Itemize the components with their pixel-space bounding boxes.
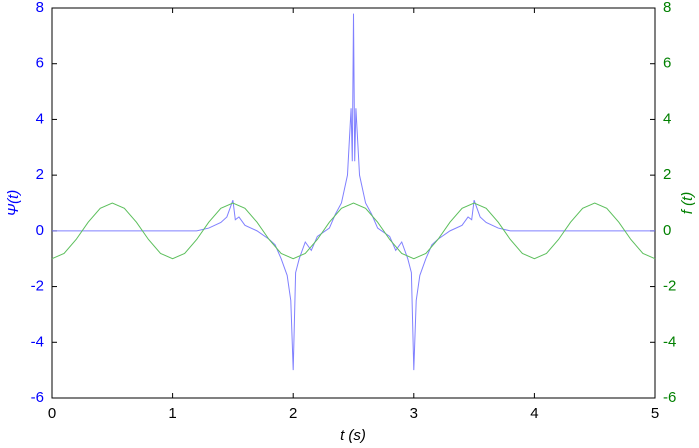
y-tick-label: 4 [36,110,44,127]
x-tick-label: 4 [530,405,538,422]
y-tick-label: -2 [31,278,44,295]
y2-axis-label: f (t) [679,192,696,215]
y-tick-label: -4 [31,333,44,350]
y-tick-label: 8 [36,0,44,16]
data-line [52,13,655,371]
y-tick-label: 2 [36,166,44,183]
y-tick-label: 6 [36,55,44,72]
x-tick-label: 0 [48,405,56,422]
y2-tick-label: 6 [663,55,671,72]
x-tick-label: 3 [410,405,418,422]
y2-tick-label: 4 [663,110,671,127]
y-tick-label: 0 [36,222,44,239]
y2-tick-label: -2 [663,278,676,295]
plot-frame [51,7,656,399]
y-axis-label: Ψ(t) [5,190,22,217]
y2-tick-label: -6 [663,389,676,406]
x-axis-label: t (s) [340,427,366,444]
y2-tick-label: 0 [663,222,671,239]
data-line [51,202,656,260]
x-tick-label: 2 [289,405,297,422]
y-tick-label: -6 [31,389,44,406]
y2-tick-label: 2 [663,166,671,183]
x-tick-label: 5 [651,405,659,422]
x-tick-label: 1 [168,405,176,422]
y2-tick-label: 8 [663,0,671,16]
y2-tick-label: -4 [663,333,676,350]
